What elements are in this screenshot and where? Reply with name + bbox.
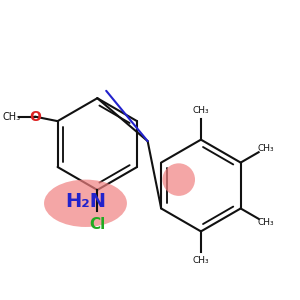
Text: H₂N: H₂N	[65, 192, 106, 211]
Text: CH₃: CH₃	[257, 144, 274, 153]
Text: CH₃: CH₃	[193, 106, 209, 115]
Text: CH₃: CH₃	[193, 256, 209, 265]
Text: O: O	[29, 110, 41, 124]
Text: Cl: Cl	[89, 217, 105, 232]
Text: CH₃: CH₃	[257, 218, 274, 227]
Ellipse shape	[44, 180, 127, 227]
Text: CH₃: CH₃	[3, 112, 21, 122]
Circle shape	[162, 163, 195, 196]
